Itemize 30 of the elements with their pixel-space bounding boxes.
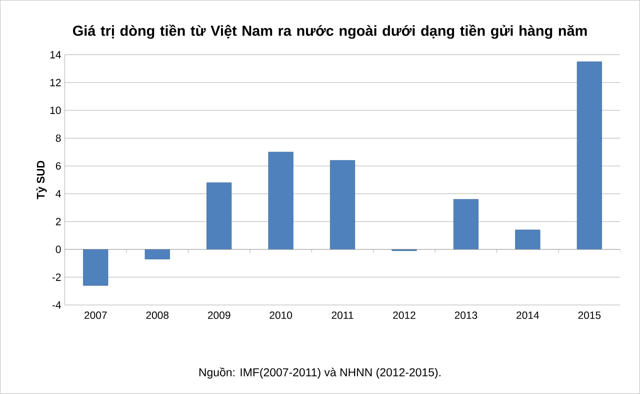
x-tick-label: 2012: [393, 312, 416, 320]
x-tick-label: 2010: [270, 312, 292, 320]
x-tick-label: 2013: [454, 312, 478, 320]
x-tick-label: 2007: [84, 312, 107, 320]
x-tick-label: 2008: [146, 312, 169, 320]
bar: [268, 152, 294, 250]
text: Nguồn: IMF(2007-2011) và NHNN (2012-2015).: [199, 368, 440, 379]
y-tick-label: 0: [56, 246, 61, 254]
y-tick-label: 2: [56, 218, 61, 226]
y-tick-label: 8: [56, 134, 61, 142]
y-tick-label: 4: [56, 190, 61, 198]
bar: [515, 230, 540, 250]
bar: [83, 249, 108, 286]
y-tick-label: 10: [50, 106, 61, 114]
bar: [330, 160, 356, 250]
x-tick-label: 2009: [208, 312, 230, 320]
y-tick-label: -2: [52, 274, 61, 281]
y-tick-label: 12: [50, 79, 61, 86]
bar: [576, 62, 602, 250]
y-tick-label: 6: [56, 162, 61, 170]
y-tick-label: 14: [50, 51, 61, 58]
bar: [206, 182, 232, 250]
y-axis-title: Tỷ SUD: [36, 160, 47, 200]
y-tick-label: -4: [52, 302, 61, 309]
chart-title: Giá trị dòng tiền từ Việt Nam ra nước ngoài dưới dạng tiền gửi hàng năm: [72, 24, 587, 39]
x-tick-label: 2014: [516, 312, 540, 320]
bar: [144, 249, 170, 260]
x-tick-label: 2015: [578, 312, 601, 320]
x-tick-label: 2011: [332, 312, 354, 320]
bar: [453, 199, 479, 250]
